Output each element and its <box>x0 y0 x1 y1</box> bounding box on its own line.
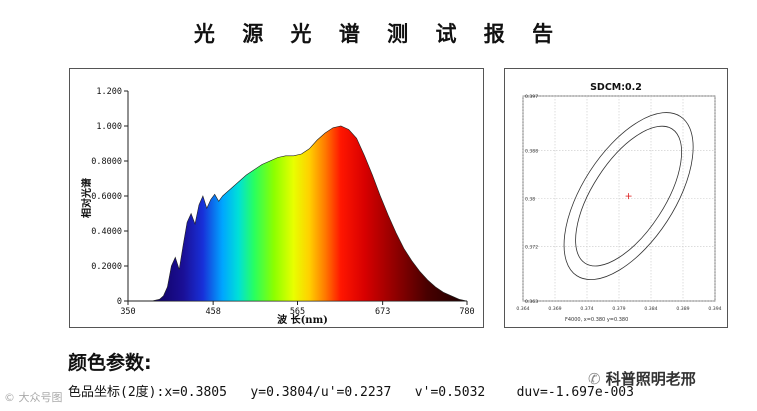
sdcm-inner-ellipse <box>575 125 683 267</box>
x-tick-label: 350 <box>120 307 135 317</box>
chromaticity-label: 色品坐标(2度): <box>68 385 165 400</box>
x-tick-label: 458 <box>205 307 220 317</box>
sdcm-x-tick-label: 0.379 <box>612 306 625 312</box>
chromaticity-coordinates: 色品坐标(2度):x=0.3805 y=0.3804/u'=0.2237 v'=… <box>68 381 634 400</box>
y-u-value: y=0.3804/u'=0.2237 <box>250 385 392 400</box>
x-tick-label: 673 <box>375 307 390 317</box>
sdcm-y-tick-label: 0.372 <box>525 245 538 251</box>
y-tick-label: 0.8000 <box>91 157 122 167</box>
y-tick-label: 1.200 <box>96 87 122 97</box>
sdcm-outer-ellipse <box>563 112 694 281</box>
sdcm-y-tick-label: 0.388 <box>525 148 538 154</box>
wechat-watermark: ✆ 科普照明老邢 <box>588 370 696 388</box>
sdcm-y-tick-label: 0.397 <box>525 94 538 100</box>
x-tick-label: 780 <box>459 307 474 317</box>
wechat-icon: ✆ <box>588 370 606 388</box>
spectrum-chart-panel: 1.200 1.000 0.8000 0.6000 0.4000 0.2000 0 350 45… <box>69 68 484 328</box>
spectrum-outline <box>151 125 468 302</box>
sdcm-chart-panel: SDCM:0.2 0.364 0.369 0.374 0.379 0.384 0.389 0… <box>504 68 728 328</box>
sdcm-chart: SDCM:0.2 0.364 0.369 0.374 0.379 0.384 0.389 0… <box>516 82 721 323</box>
sdcm-x-tick-label: 0.394 <box>708 306 721 312</box>
sdcm-x-tick-label: 0.369 <box>548 306 561 312</box>
y-tick-label: 1.000 <box>96 122 122 132</box>
corner-watermark: © 大众号图 <box>4 391 63 404</box>
x-axis-label: 波 长(nm) <box>277 313 328 326</box>
duv-value: duv=-1.697e-003 <box>516 385 634 400</box>
sdcm-y-tick-label: 0.38 <box>525 197 535 203</box>
sdcm-x-tick-label: 0.374 <box>580 306 593 312</box>
x-tick-label: 565 <box>290 307 305 317</box>
v-value: v'=0.5032 <box>414 385 486 400</box>
y-axis-label: 相对光谱 <box>80 178 93 218</box>
x-value: x=0.3805 <box>164 385 227 400</box>
y-tick-label: 0 <box>117 297 122 307</box>
y-tick-label: 0.4000 <box>91 227 122 237</box>
report-title: 光 源 光 谱 测 试 报 告 <box>193 21 564 46</box>
sdcm-y-tick-label: 0.363 <box>525 299 538 305</box>
color-params-heading: 颜色参数: <box>68 352 152 374</box>
spectrum-area <box>151 126 467 301</box>
sdcm-x-tick-label: 0.364 <box>516 306 529 312</box>
sdcm-x-tick-label: 0.384 <box>644 306 657 312</box>
y-tick-label: 0.6000 <box>91 192 122 202</box>
sdcm-x-tick-label: 0.389 <box>676 306 689 312</box>
sdcm-title: SDCM:0.2 <box>590 82 642 93</box>
sdcm-footer: F4000, x=0.380 y=0.380 <box>565 317 628 323</box>
y-tick-label: 0.2000 <box>91 262 122 272</box>
